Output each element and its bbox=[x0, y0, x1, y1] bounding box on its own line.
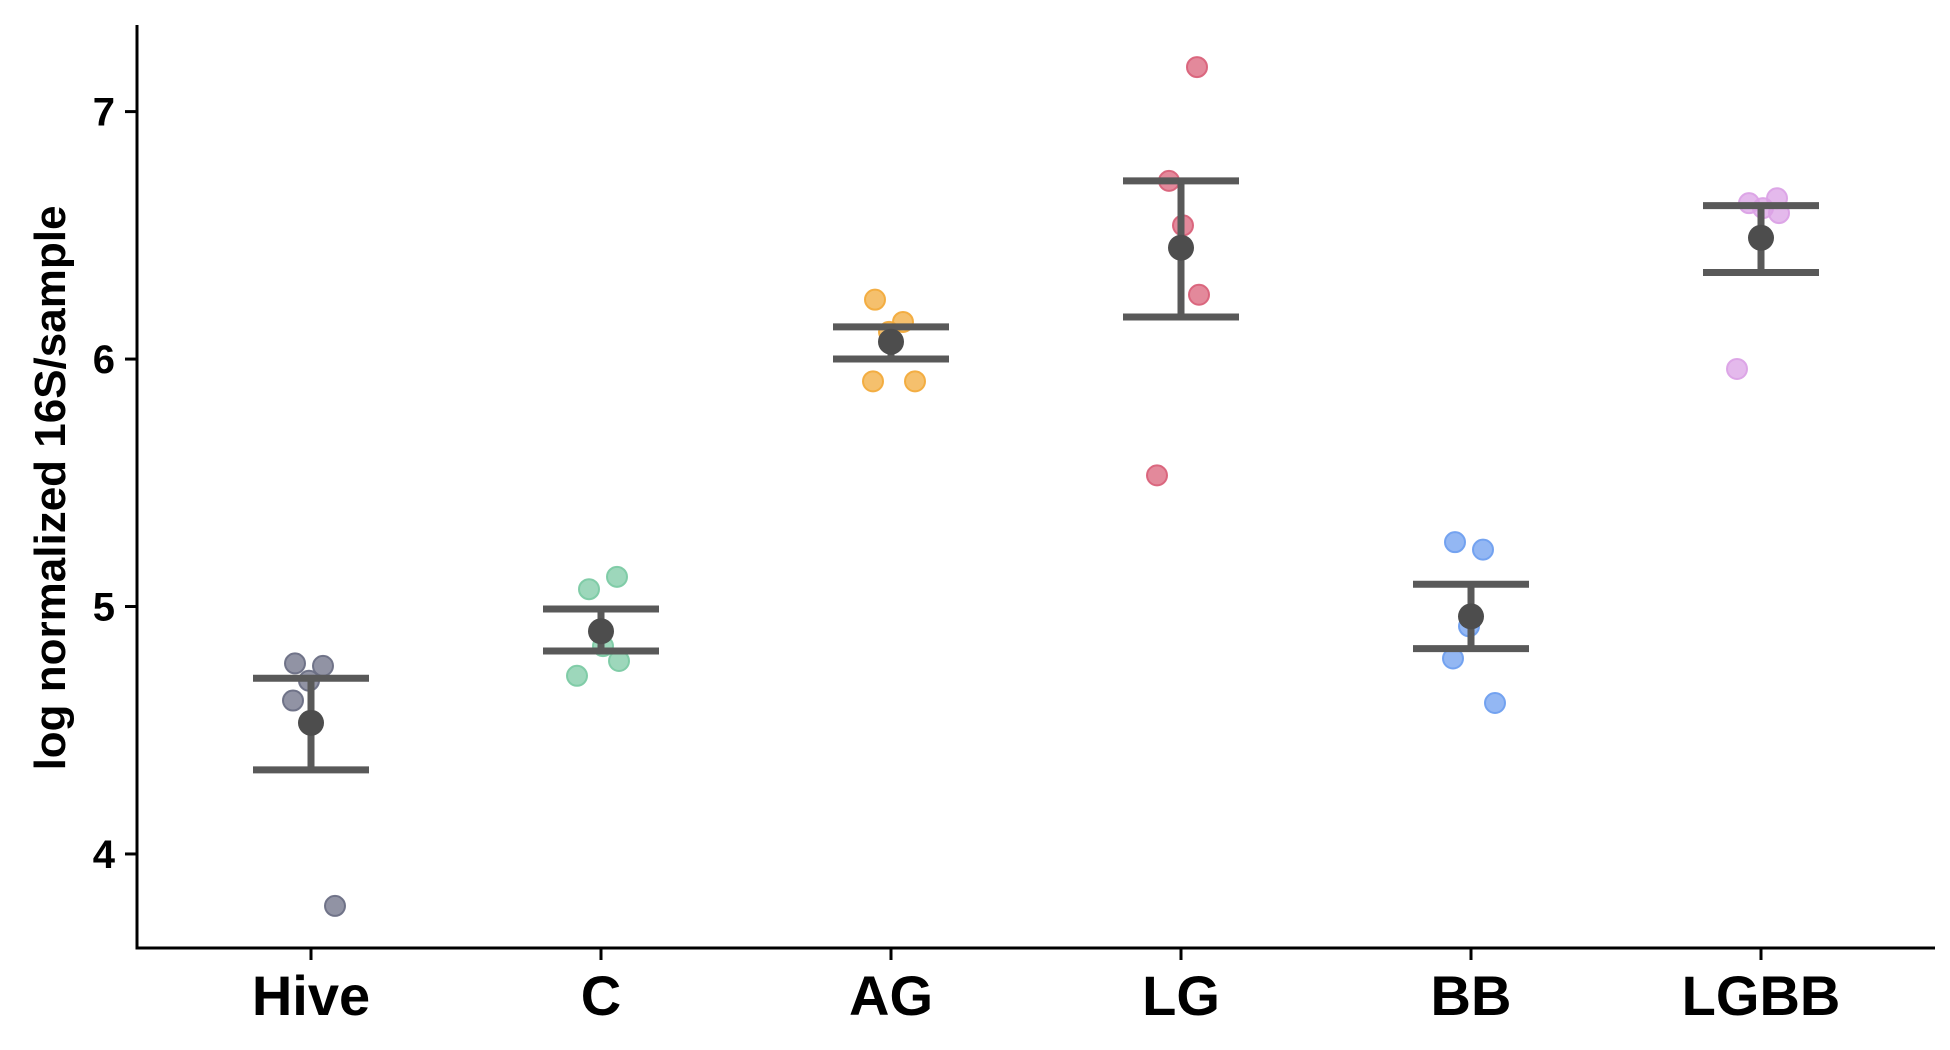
data-point bbox=[904, 370, 926, 393]
data-point bbox=[1188, 283, 1210, 306]
data-point bbox=[864, 288, 886, 311]
data-point bbox=[284, 652, 306, 675]
data-point bbox=[282, 689, 304, 712]
y-tick-label: 4 bbox=[93, 833, 116, 877]
mean-marker bbox=[1168, 234, 1194, 261]
data-groups bbox=[253, 56, 1819, 917]
group-c bbox=[543, 565, 659, 687]
x-tick-label: AG bbox=[849, 964, 933, 1027]
mean-marker bbox=[588, 618, 614, 645]
x-tick-label: C bbox=[581, 964, 621, 1027]
x-tick-label: LG bbox=[1142, 964, 1220, 1027]
mean-marker bbox=[1748, 224, 1774, 251]
y-tick-label: 7 bbox=[93, 91, 115, 135]
data-point bbox=[1726, 357, 1748, 380]
group-lg bbox=[1123, 56, 1239, 487]
data-point bbox=[862, 370, 884, 393]
y-tick-label: 5 bbox=[93, 586, 115, 630]
group-lgbb bbox=[1703, 187, 1819, 380]
y-axis-label: log normalized 16S/sample bbox=[26, 206, 75, 771]
data-point bbox=[1444, 531, 1466, 554]
group-bb bbox=[1413, 531, 1529, 715]
x-tick-label: Hive bbox=[252, 964, 370, 1027]
x-tick-label: BB bbox=[1431, 964, 1512, 1027]
y-tick-label: 6 bbox=[93, 338, 115, 382]
data-point bbox=[578, 578, 600, 601]
data-point bbox=[1484, 692, 1506, 715]
mean-marker bbox=[878, 328, 904, 355]
y-ticks: 4 5 6 7 bbox=[93, 91, 137, 877]
data-point bbox=[606, 565, 628, 588]
data-point bbox=[324, 894, 346, 917]
mean-marker bbox=[1458, 603, 1484, 630]
x-ticks: Hive C AG LG BB LGBB bbox=[252, 948, 1840, 1027]
group-hive bbox=[253, 652, 369, 917]
mean-marker bbox=[298, 709, 324, 736]
x-tick-label: LGBB bbox=[1682, 964, 1841, 1027]
data-point bbox=[1146, 464, 1168, 487]
data-point bbox=[1472, 538, 1494, 561]
group-ag bbox=[833, 288, 949, 393]
data-point bbox=[566, 664, 588, 687]
data-point bbox=[1186, 56, 1208, 79]
